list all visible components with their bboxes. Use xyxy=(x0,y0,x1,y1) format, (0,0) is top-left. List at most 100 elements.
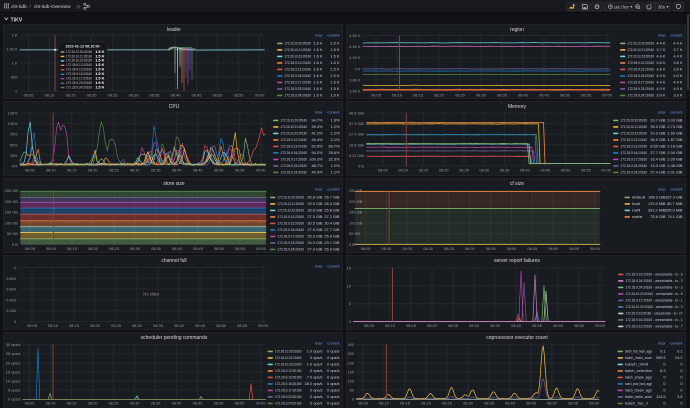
svg-text:100 GB: 100 GB xyxy=(5,220,19,225)
svg-text:1: 1 xyxy=(14,265,16,270)
svg-text:08:50: 08:50 xyxy=(216,323,227,328)
svg-text:4.0 K: 4.0 K xyxy=(673,73,682,78)
svg-text:172.26.9.16:20160: 172.26.9.16:20160 xyxy=(285,73,312,78)
svg-text:0 ops/s: 0 ops/s xyxy=(327,394,340,399)
svg-text:08:15: 08:15 xyxy=(67,246,77,251)
svg-text:3.8: 3.8 xyxy=(677,394,682,399)
svg-text:max: max xyxy=(315,33,322,38)
svg-text:09:00: 09:00 xyxy=(258,323,269,328)
svg-text:172.26.9.17:20160: 172.26.9.17:20160 xyxy=(66,77,92,81)
svg-text:0 ops/s: 0 ops/s xyxy=(327,361,340,366)
svg-text:No data: No data xyxy=(143,292,159,297)
svg-text:08:15: 08:15 xyxy=(406,323,416,328)
svg-text:150: 150 xyxy=(348,369,355,374)
svg-text:100.3%: 100.3% xyxy=(309,156,323,161)
svg-text:08:50: 08:50 xyxy=(553,323,564,328)
svg-text:08:10: 08:10 xyxy=(46,401,57,406)
svg-text:08:35: 08:35 xyxy=(151,246,161,251)
svg-text:0 ops/s: 0 ops/s xyxy=(310,400,323,405)
svg-text:3.80 K: 3.80 K xyxy=(349,77,361,82)
svg-text:4.4 K: 4.4 K xyxy=(673,79,682,84)
svg-text:08:40: 08:40 xyxy=(511,323,522,328)
svg-text:0 ops/s: 0 ops/s xyxy=(310,368,323,373)
svg-text:172.26.10.21:20160: 172.26.10.21:20160 xyxy=(275,355,302,360)
svg-text:08:10: 08:10 xyxy=(46,168,57,173)
svg-text:08:40: 08:40 xyxy=(520,168,531,173)
svg-text:172.26.9.12:20160: 172.26.9.12:20160 xyxy=(628,60,655,65)
svg-text:37.3 GiB: 37.3 GiB xyxy=(349,121,365,126)
svg-text:1.2%: 1.2% xyxy=(331,163,340,168)
svg-text:write: write xyxy=(632,214,643,219)
svg-text:1.5 K: 1.5 K xyxy=(95,76,104,81)
svg-text:172.26.9.16:20160 - unreachabl: 172.26.9.16:20160 - unreachable - to - 6 xyxy=(626,272,683,276)
svg-text:4.40 K: 4.40 K xyxy=(349,44,361,49)
svg-text:2.73 GiB: 2.73 GiB xyxy=(667,124,683,129)
svg-text:08:30: 08:30 xyxy=(469,323,480,328)
svg-text:0: 0 xyxy=(663,381,666,386)
svg-text:0%: 0% xyxy=(12,164,18,169)
svg-text:40.9%: 40.9% xyxy=(311,169,323,174)
svg-text:172.26.9.24:20160: 172.26.9.24:20160 xyxy=(278,246,305,251)
svg-text:▾: ▾ xyxy=(667,4,669,9)
svg-text:1.6 K: 1.6 K xyxy=(313,66,322,71)
svg-text:172.26.9.12:20160: 172.26.9.12:20160 xyxy=(275,368,302,373)
svg-text:08:25: 08:25 xyxy=(444,246,454,251)
svg-text:current: current xyxy=(670,33,683,38)
svg-text:4.4 K: 4.4 K xyxy=(673,40,682,45)
svg-text:08:25: 08:25 xyxy=(455,93,465,98)
svg-text:1.6 K: 1.6 K xyxy=(313,79,322,84)
svg-text:172.26.10.23:20160: 172.26.10.23:20160 xyxy=(281,130,308,135)
svg-text:08:30: 08:30 xyxy=(130,401,141,406)
svg-text:1.6 K: 1.6 K xyxy=(313,92,322,97)
svg-text:server report failures: server report failures xyxy=(494,258,540,264)
svg-text:0.600: 0.600 xyxy=(6,287,17,292)
svg-text:170.5 MiB: 170.5 MiB xyxy=(648,201,666,206)
svg-text:08:55: 08:55 xyxy=(235,246,245,251)
svg-text:08:35: 08:35 xyxy=(151,168,161,173)
svg-text:cht-tidb-Overview: cht-tidb-Overview xyxy=(34,4,71,10)
svg-text:08:40: 08:40 xyxy=(174,323,185,328)
svg-text:max: max xyxy=(315,110,322,115)
svg-text:leader: leader xyxy=(167,27,181,33)
svg-text:19.7 GiB: 19.7 GiB xyxy=(650,117,666,122)
svg-text:0 ops/s: 0 ops/s xyxy=(8,397,21,402)
svg-text:1.5 K: 1.5 K xyxy=(95,71,104,76)
svg-text:172.26.9.16:20160: 172.26.9.16:20160 xyxy=(281,150,308,155)
svg-text:250 GB: 250 GB xyxy=(5,188,19,193)
svg-text:200 GB: 200 GB xyxy=(5,199,19,204)
svg-text:26.7 GiB: 26.7 GiB xyxy=(324,194,340,199)
svg-text:08:45: 08:45 xyxy=(193,401,203,406)
svg-text:27.7 GiB: 27.7 GiB xyxy=(324,227,340,232)
svg-text:15 ops/s: 15 ops/s xyxy=(6,369,21,374)
svg-text:08:45: 08:45 xyxy=(192,93,202,98)
svg-text:27.9 GiB: 27.9 GiB xyxy=(307,227,323,232)
svg-text:0 B: 0 B xyxy=(12,242,18,247)
svg-text:current: current xyxy=(327,341,340,346)
svg-text:08:55: 08:55 xyxy=(581,93,591,98)
svg-text:▾: ▾ xyxy=(630,4,632,9)
svg-text:08:35: 08:35 xyxy=(490,323,500,328)
svg-text:08:20: 08:20 xyxy=(421,401,432,406)
svg-text:16.4 GiB: 16.4 GiB xyxy=(650,156,666,161)
svg-text:172.26.9.17:20160: 172.26.9.17:20160 xyxy=(621,156,648,161)
svg-text:295.3 MiB: 295.3 MiB xyxy=(665,207,683,212)
svg-text:08:05: 08:05 xyxy=(25,246,35,251)
svg-text:2 K: 2 K xyxy=(12,33,18,38)
svg-text:172.26.9.17:20160: 172.26.9.17:20160 xyxy=(278,233,305,238)
svg-text:08:20: 08:20 xyxy=(423,246,434,251)
svg-text:08:20: 08:20 xyxy=(88,246,99,251)
svg-text:3.6 K: 3.6 K xyxy=(673,66,682,71)
svg-text:1.2%: 1.2% xyxy=(331,130,340,135)
svg-text:max: max xyxy=(315,341,322,346)
svg-text:4.0 K: 4.0 K xyxy=(673,86,682,91)
svg-text:0: 0 xyxy=(663,374,666,379)
svg-text:cht-tidb: cht-tidb xyxy=(11,4,27,10)
svg-text:100 GB: 100 GB xyxy=(349,220,363,225)
svg-text:172.26.9.23:20160 - unreachabl: 172.26.9.23:20160 - unreachable - to - 2… xyxy=(626,311,683,315)
svg-text:9.31 GiB: 9.31 GiB xyxy=(349,153,365,158)
svg-text:08:45: 08:45 xyxy=(539,93,549,98)
svg-text:172.26.9.16:20160: 172.26.9.16:20160 xyxy=(66,72,92,76)
svg-text:08:55: 08:55 xyxy=(574,323,584,328)
svg-text:08:10: 08:10 xyxy=(382,246,393,251)
svg-text:4.4 K: 4.4 K xyxy=(673,53,682,58)
